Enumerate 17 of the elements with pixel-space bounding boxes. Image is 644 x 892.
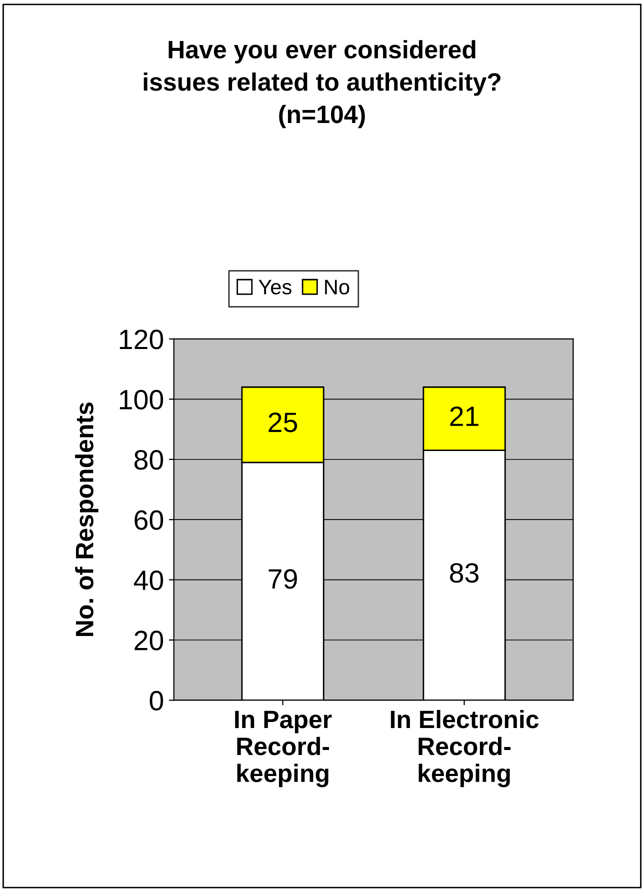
y-tick-label: 120 bbox=[120, 330, 164, 350]
y-tick-label: 40 bbox=[134, 570, 164, 590]
data-label: 21 bbox=[450, 406, 478, 426]
data-label: 25 bbox=[268, 412, 298, 432]
y-axis-title: No. of Respondents bbox=[75, 402, 98, 636]
y-tick-label: 0 bbox=[150, 690, 164, 711]
data-label: 79 bbox=[268, 569, 297, 589]
y-tick-label: 80 bbox=[134, 450, 164, 470]
legend-label: Yes bbox=[258, 280, 292, 294]
legend-label: No bbox=[325, 280, 350, 294]
x-tick-label: In Paper Record- keeping bbox=[235, 710, 332, 788]
x-tick-label: In Electronic Record- keeping bbox=[390, 710, 539, 788]
y-tick-label: 100 bbox=[120, 390, 164, 410]
y-tick-label: 20 bbox=[134, 630, 164, 650]
chart-title: Have you ever considered issues related to authenticity? (n=104) bbox=[144, 40, 500, 128]
y-tick-label: 60 bbox=[134, 510, 164, 530]
data-label: 83 bbox=[450, 563, 478, 583]
